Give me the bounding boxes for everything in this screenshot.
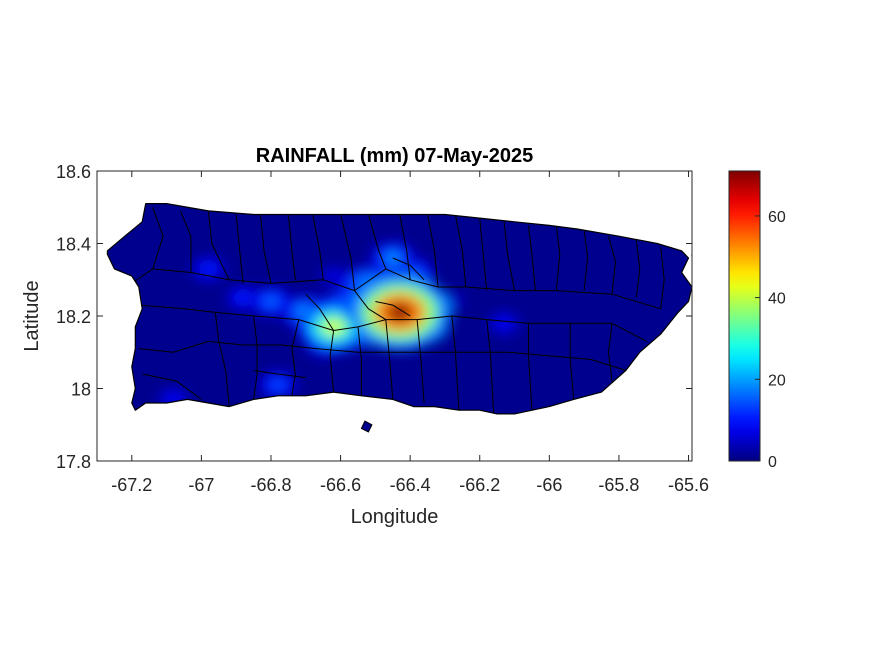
x-tick-label: -66 — [536, 475, 562, 495]
colorbar: 0 20 40 60 — [728, 170, 786, 471]
municipality-boundary — [138, 304, 216, 313]
colorbar-gradient — [729, 171, 760, 461]
y-axis: 17.8 18 18.2 18.4 18.6 — [56, 162, 692, 472]
rainfall-cell — [238, 294, 248, 302]
rainfall-cell — [265, 297, 277, 306]
municipality-boundary — [142, 373, 202, 400]
colorbar-tick-label: 60 — [768, 209, 786, 226]
rainfall-cell — [386, 302, 413, 322]
municipality-boundary — [260, 214, 272, 284]
municipality-boundary — [454, 214, 467, 288]
y-axis-label: Latitude — [21, 280, 43, 351]
chart-title: RAINFALL (mm) 07-May-2025 — [256, 145, 533, 167]
y-tick-label: 18.2 — [56, 307, 91, 327]
municipality-boundary — [253, 369, 306, 379]
x-tick-label: -66.6 — [320, 475, 361, 495]
municipality-boundary — [367, 214, 387, 270]
municipality-boundary — [207, 210, 230, 281]
y-tick-label: 18 — [71, 380, 91, 400]
municipality-boundary — [660, 247, 665, 309]
municipality-boundary — [305, 293, 335, 331]
map-layer — [106, 203, 692, 433]
x-tick-label: -66.2 — [459, 475, 500, 495]
municipality-boundary — [235, 214, 244, 284]
municipality-boundary — [357, 326, 362, 396]
rainfall-cell — [203, 265, 213, 273]
rainfall-blobs — [156, 241, 522, 413]
municipality-boundary — [208, 340, 627, 371]
municipality-boundary — [479, 218, 488, 291]
x-tick-label: -65.6 — [668, 475, 709, 495]
municipality-boundary — [486, 319, 495, 414]
colorbar-tick-label: 20 — [768, 372, 786, 389]
municipality-boundary — [555, 225, 561, 291]
municipality-boundary — [416, 319, 425, 404]
municipality-boundary — [528, 225, 536, 291]
colorbar-tick-label: 0 — [768, 454, 777, 471]
y-tick-label: 18.4 — [56, 235, 91, 255]
municipality-boundary — [503, 221, 515, 291]
municipality-boundary — [312, 214, 324, 280]
y-tick-label: 17.8 — [56, 452, 91, 472]
municipality-boundary — [253, 315, 258, 400]
x-tick-label: -67.2 — [111, 475, 152, 495]
rainfall-cell — [329, 273, 338, 280]
municipality-boundary — [569, 323, 575, 400]
x-tick-label: -66.4 — [390, 475, 431, 495]
municipality-boundary — [354, 290, 387, 321]
colorbar-frame — [728, 170, 761, 462]
municipality-boundary — [287, 214, 296, 280]
municipality-boundary — [608, 323, 613, 382]
small-island — [690, 253, 692, 256]
x-axis-label: Longitude — [351, 506, 439, 528]
municipality-boundary — [583, 228, 589, 291]
rainfall-field — [156, 241, 522, 413]
municipality-boundary — [329, 330, 335, 393]
municipality-boundary — [214, 312, 230, 407]
municipality-boundary — [291, 319, 300, 396]
municipality-boundary — [229, 268, 661, 310]
x-tick-label: -66.8 — [250, 475, 291, 495]
municipality-boundary — [608, 236, 616, 295]
municipality-boundary — [528, 323, 533, 411]
rainfall-cell — [408, 268, 419, 277]
rainfall-cell — [448, 298, 456, 305]
municipality-boundaries — [131, 207, 665, 414]
municipality-boundary — [399, 214, 411, 280]
municipality-boundary — [375, 301, 411, 317]
municipality-boundary — [451, 315, 460, 411]
municipality-boundary — [131, 207, 164, 284]
x-axis: -67.2 -67 -66.8 -66.6 -66.4 -66.2 -66 -65.8 -65.… — [111, 171, 709, 495]
rainfall-cell — [272, 381, 283, 389]
municipality-boundary — [385, 319, 394, 400]
municipality-boundary — [340, 214, 355, 291]
x-tick-label: -65.8 — [598, 475, 639, 495]
municipality-boundary — [427, 214, 439, 288]
municipality-boundary — [635, 239, 641, 298]
municipality-boundary — [180, 210, 192, 273]
colorbar-tick-label: 40 — [768, 291, 786, 308]
municipality-boundary — [392, 257, 425, 281]
island-outline — [106, 203, 692, 415]
small-island — [360, 420, 373, 433]
municipality-boundary — [138, 340, 209, 353]
x-tick-label: -67 — [188, 475, 214, 495]
y-tick-label: 18.6 — [56, 162, 91, 182]
